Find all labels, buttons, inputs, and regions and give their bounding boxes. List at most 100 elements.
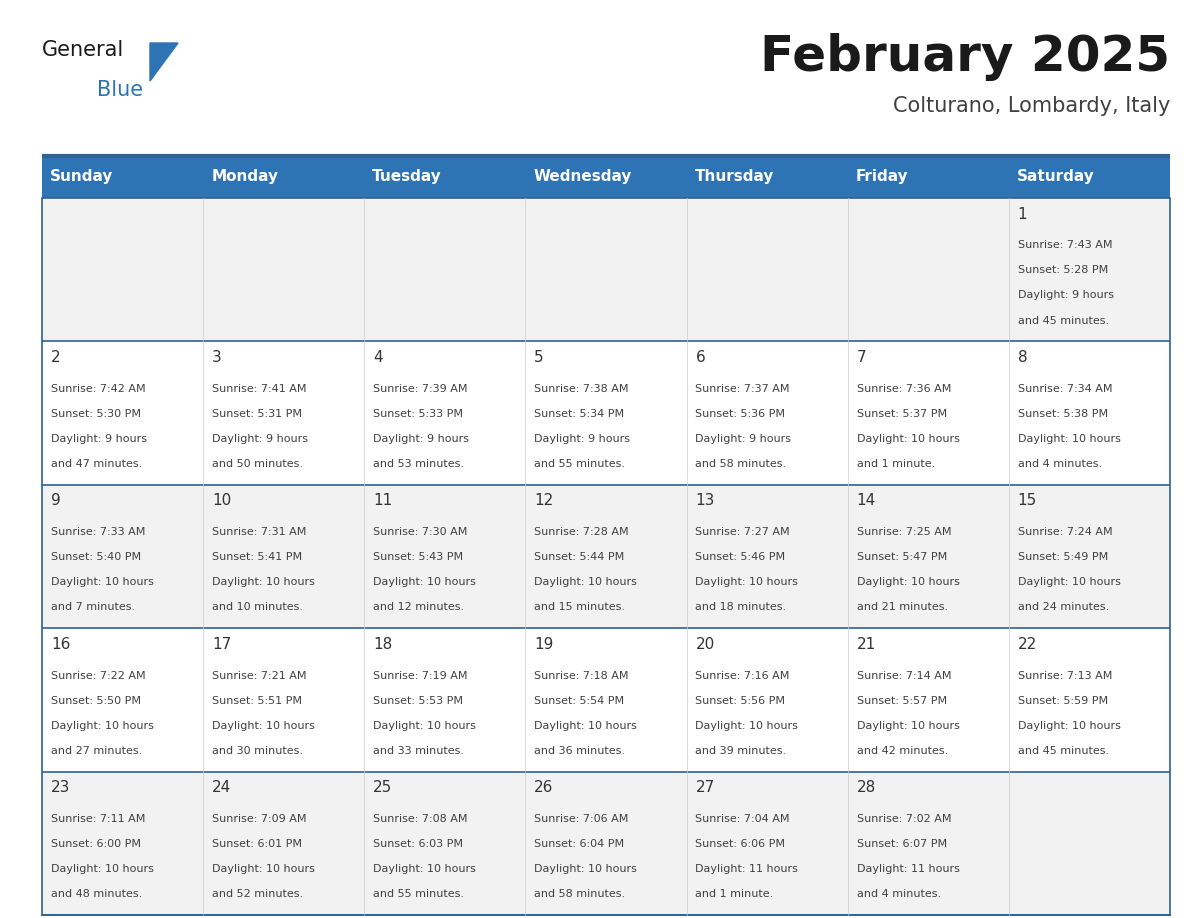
Bar	[42, 485, 1170, 628]
Text: Sunset: 5:49 PM: Sunset: 5:49 PM	[1018, 553, 1108, 562]
Text: Colturano, Lombardy, Italy: Colturano, Lombardy, Italy	[892, 96, 1170, 116]
Text: and 55 minutes.: and 55 minutes.	[373, 890, 465, 900]
Text: and 24 minutes.: and 24 minutes.	[1018, 602, 1108, 612]
Text: Sunrise: 7:04 AM: Sunrise: 7:04 AM	[695, 814, 790, 823]
Text: Daylight: 10 hours: Daylight: 10 hours	[51, 864, 153, 874]
Text: and 4 minutes.: and 4 minutes.	[1018, 459, 1101, 469]
Text: Daylight: 10 hours: Daylight: 10 hours	[857, 577, 960, 588]
Text: 27: 27	[695, 780, 715, 795]
Text: 14: 14	[857, 493, 876, 509]
Text: Sunset: 5:36 PM: Sunset: 5:36 PM	[695, 409, 785, 419]
Text: and 42 minutes.: and 42 minutes.	[857, 745, 948, 756]
Text: Daylight: 10 hours: Daylight: 10 hours	[373, 864, 476, 874]
Text: 19: 19	[535, 637, 554, 652]
Text: and 48 minutes.: and 48 minutes.	[51, 890, 143, 900]
Text: Daylight: 10 hours: Daylight: 10 hours	[857, 721, 960, 731]
Text: Sunset: 5:28 PM: Sunset: 5:28 PM	[1018, 265, 1108, 275]
Text: Sunset: 6:03 PM: Sunset: 6:03 PM	[373, 839, 463, 849]
Text: Daylight: 9 hours: Daylight: 9 hours	[51, 434, 147, 444]
Text: 7: 7	[857, 350, 866, 365]
Text: Sunrise: 7:25 AM: Sunrise: 7:25 AM	[857, 527, 952, 537]
Text: 8: 8	[1018, 350, 1028, 365]
Text: 4: 4	[373, 350, 383, 365]
Text: and 58 minutes.: and 58 minutes.	[535, 890, 625, 900]
Text: and 27 minutes.: and 27 minutes.	[51, 745, 143, 756]
Text: 2: 2	[51, 350, 61, 365]
Text: Daylight: 10 hours: Daylight: 10 hours	[211, 577, 315, 588]
Text: Daylight: 10 hours: Daylight: 10 hours	[211, 864, 315, 874]
Text: Daylight: 10 hours: Daylight: 10 hours	[695, 721, 798, 731]
Text: Sunrise: 7:09 AM: Sunrise: 7:09 AM	[211, 814, 307, 823]
Text: Sunrise: 7:06 AM: Sunrise: 7:06 AM	[535, 814, 628, 823]
Text: Sunset: 5:53 PM: Sunset: 5:53 PM	[373, 696, 463, 706]
Text: Daylight: 10 hours: Daylight: 10 hours	[857, 434, 960, 444]
Text: Wednesday: Wednesday	[533, 170, 632, 185]
Text: and 53 minutes.: and 53 minutes.	[373, 459, 465, 469]
Text: Daylight: 10 hours: Daylight: 10 hours	[373, 721, 476, 731]
Text: 13: 13	[695, 493, 715, 509]
Text: Sunset: 5:43 PM: Sunset: 5:43 PM	[373, 553, 463, 562]
Text: Sunrise: 7:21 AM: Sunrise: 7:21 AM	[211, 670, 307, 680]
Text: Daylight: 10 hours: Daylight: 10 hours	[373, 577, 476, 588]
Text: Sunset: 5:47 PM: Sunset: 5:47 PM	[857, 553, 947, 562]
Text: Sunrise: 7:08 AM: Sunrise: 7:08 AM	[373, 814, 468, 823]
Text: Sunrise: 7:18 AM: Sunrise: 7:18 AM	[535, 670, 628, 680]
Text: and 39 minutes.: and 39 minutes.	[695, 745, 786, 756]
Text: 9: 9	[51, 493, 61, 509]
Text: 1: 1	[1018, 207, 1028, 221]
Text: Friday: Friday	[855, 170, 909, 185]
Text: and 10 minutes.: and 10 minutes.	[211, 602, 303, 612]
Text: and 45 minutes.: and 45 minutes.	[1018, 745, 1108, 756]
Text: Sunset: 5:57 PM: Sunset: 5:57 PM	[857, 696, 947, 706]
Text: Sunrise: 7:19 AM: Sunrise: 7:19 AM	[373, 670, 468, 680]
Text: and 30 minutes.: and 30 minutes.	[211, 745, 303, 756]
Text: 3: 3	[211, 350, 222, 365]
Text: 17: 17	[211, 637, 232, 652]
Text: Sunset: 5:37 PM: Sunset: 5:37 PM	[857, 409, 947, 419]
Text: Daylight: 10 hours: Daylight: 10 hours	[535, 864, 637, 874]
Text: 24: 24	[211, 780, 232, 795]
Text: 16: 16	[51, 637, 70, 652]
Text: Sunset: 5:34 PM: Sunset: 5:34 PM	[535, 409, 625, 419]
Text: and 36 minutes.: and 36 minutes.	[535, 745, 625, 756]
Text: Daylight: 10 hours: Daylight: 10 hours	[1018, 721, 1120, 731]
Text: Daylight: 10 hours: Daylight: 10 hours	[51, 577, 153, 588]
Text: Sunrise: 7:14 AM: Sunrise: 7:14 AM	[857, 670, 952, 680]
Text: Sunrise: 7:13 AM: Sunrise: 7:13 AM	[1018, 670, 1112, 680]
Text: Sunset: 5:31 PM: Sunset: 5:31 PM	[211, 409, 302, 419]
Text: Sunset: 5:46 PM: Sunset: 5:46 PM	[695, 553, 785, 562]
Text: Sunrise: 7:24 AM: Sunrise: 7:24 AM	[1018, 527, 1112, 537]
Text: 25: 25	[373, 780, 392, 795]
Bar	[42, 628, 1170, 772]
Text: Sunset: 6:04 PM: Sunset: 6:04 PM	[535, 839, 625, 849]
Text: 23: 23	[51, 780, 70, 795]
Text: Sunrise: 7:28 AM: Sunrise: 7:28 AM	[535, 527, 628, 537]
Text: and 21 minutes.: and 21 minutes.	[857, 602, 948, 612]
Text: General: General	[42, 40, 125, 60]
Text: Daylight: 9 hours: Daylight: 9 hours	[211, 434, 308, 444]
Text: 20: 20	[695, 637, 715, 652]
Text: Sunset: 5:30 PM: Sunset: 5:30 PM	[51, 409, 141, 419]
Bar	[42, 341, 1170, 485]
Text: Saturday: Saturday	[1017, 170, 1094, 185]
Text: Sunset: 6:06 PM: Sunset: 6:06 PM	[695, 839, 785, 849]
Text: and 52 minutes.: and 52 minutes.	[211, 890, 303, 900]
Text: Sunset: 5:38 PM: Sunset: 5:38 PM	[1018, 409, 1108, 419]
Text: 22: 22	[1018, 637, 1037, 652]
Text: and 55 minutes.: and 55 minutes.	[535, 459, 625, 469]
Text: Sunrise: 7:37 AM: Sunrise: 7:37 AM	[695, 384, 790, 394]
Text: Sunrise: 7:43 AM: Sunrise: 7:43 AM	[1018, 241, 1112, 251]
Text: Sunset: 6:07 PM: Sunset: 6:07 PM	[857, 839, 947, 849]
Text: Daylight: 9 hours: Daylight: 9 hours	[695, 434, 791, 444]
Text: Sunrise: 7:41 AM: Sunrise: 7:41 AM	[211, 384, 307, 394]
Bar	[42, 156, 1170, 198]
Bar	[42, 772, 1170, 915]
Text: and 33 minutes.: and 33 minutes.	[373, 745, 465, 756]
Text: Sunset: 5:54 PM: Sunset: 5:54 PM	[535, 696, 625, 706]
Text: 6: 6	[695, 350, 706, 365]
Text: Sunrise: 7:02 AM: Sunrise: 7:02 AM	[857, 814, 952, 823]
Text: February 2025: February 2025	[760, 33, 1170, 81]
Text: Daylight: 9 hours: Daylight: 9 hours	[1018, 290, 1113, 300]
Text: Daylight: 11 hours: Daylight: 11 hours	[857, 864, 960, 874]
Text: and 1 minute.: and 1 minute.	[857, 459, 935, 469]
